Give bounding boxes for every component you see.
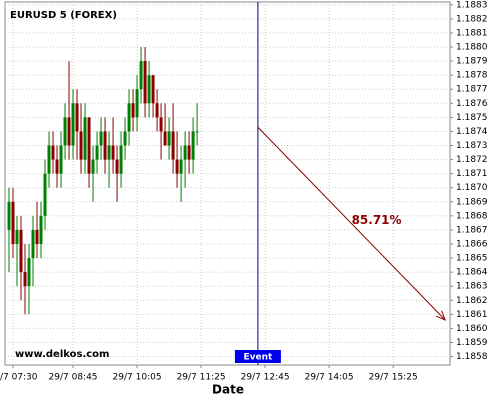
plot-area <box>4 1 451 366</box>
candle-body <box>151 75 155 104</box>
candle-body <box>187 145 191 160</box>
y-tick-label: 1.1870 <box>456 183 488 193</box>
candle-body <box>95 145 99 160</box>
candle-body <box>55 159 59 174</box>
x-tick-label: 29/7 10:05 <box>113 373 162 383</box>
candle-body <box>91 159 95 174</box>
y-tick-label: 1.1859 <box>456 338 488 348</box>
candle-body <box>67 117 71 146</box>
y-tick-label: 1.1862 <box>456 296 488 306</box>
candle-body <box>87 117 91 174</box>
candle-body <box>39 215 43 244</box>
candle-body <box>175 159 179 174</box>
x-tick-label: 29/7 15:25 <box>369 373 418 383</box>
candle-body <box>119 145 123 174</box>
y-tick-label: 1.1882 <box>456 14 488 24</box>
y-tick-label: 1.1866 <box>456 240 488 250</box>
y-tick-label: 1.1872 <box>456 155 488 165</box>
candle-body <box>83 117 87 160</box>
y-tick-label: 1.1881 <box>456 28 488 38</box>
y-tick-label: 1.1865 <box>456 254 488 264</box>
arrow-head <box>435 310 447 321</box>
event-label-box <box>234 350 281 363</box>
candle-body <box>171 131 175 160</box>
candle-body <box>131 103 135 118</box>
x-tick-label: 29/7 12:45 <box>241 373 290 383</box>
y-tick-label: 1.1868 <box>456 211 488 221</box>
x-tick-label: 29/7 14:05 <box>305 373 354 383</box>
candle-body <box>139 61 143 90</box>
y-tick-label: 1.1877 <box>456 85 488 95</box>
y-tick-label: 1.1869 <box>456 197 488 207</box>
candle-body <box>195 131 199 133</box>
candle-body <box>63 117 67 146</box>
y-tick-label: 1.1880 <box>456 43 488 53</box>
x-tick-label: 29/7 11:25 <box>177 373 226 383</box>
candle-body <box>111 145 115 160</box>
projection-arrow <box>257 126 446 321</box>
candle-body <box>19 229 23 273</box>
y-tick-label: 1.1861 <box>456 310 488 320</box>
candle-body <box>75 103 79 132</box>
x-axis-label: Date <box>212 383 244 397</box>
candle-body <box>11 201 15 244</box>
candle-body <box>127 103 131 132</box>
candle-body <box>47 145 51 174</box>
candle-body <box>135 89 139 118</box>
watermark: www.delkos.com <box>15 349 109 360</box>
y-tick-label: 1.1860 <box>456 324 488 334</box>
y-tick-label: 1.1873 <box>456 141 488 151</box>
candle-body <box>147 75 151 104</box>
candle-body <box>159 117 163 132</box>
candle-body <box>191 131 195 160</box>
candle-body <box>59 145 63 174</box>
y-tick-label: 1.1871 <box>456 169 488 179</box>
candle-body <box>27 258 31 287</box>
candle-body <box>167 131 171 146</box>
candle-body <box>51 145 55 160</box>
candle-body <box>23 272 27 287</box>
chart-title: EURUSD 5 (FOREX) <box>10 10 117 21</box>
candle-body <box>35 229 39 244</box>
event-label: Event <box>243 353 273 363</box>
candle-body <box>179 159 183 174</box>
y-tick-label: 1.1863 <box>456 282 488 292</box>
candle-body <box>71 103 75 146</box>
y-tick-label: 1.1876 <box>456 99 488 109</box>
y-tick-label: 1.1875 <box>456 113 488 123</box>
y-tick-label: 1.1864 <box>456 268 488 278</box>
candle-body <box>15 229 19 244</box>
candle-body <box>103 131 107 160</box>
candle-body <box>79 131 83 160</box>
candle-body <box>143 61 147 104</box>
candle-body <box>183 145 187 160</box>
candle-body <box>31 229 35 259</box>
y-tick-label: 1.1879 <box>456 57 488 67</box>
candle-body <box>115 159 119 174</box>
y-tick-label: 1.1867 <box>456 225 488 235</box>
y-tick-label: 1.1883 <box>456 0 488 10</box>
candle-body <box>163 131 167 146</box>
projection-label: 85.71% <box>352 213 402 227</box>
candle-body <box>7 201 11 230</box>
y-tick-label: 1.1878 <box>456 71 488 81</box>
x-tick-label: 29/7 08:45 <box>49 373 98 383</box>
y-tick-label: 1.1874 <box>456 127 488 137</box>
candle-body <box>107 145 111 160</box>
candle-body <box>99 131 103 146</box>
candle-body <box>123 131 127 146</box>
candle-body <box>155 103 159 118</box>
candle-body <box>43 173 47 216</box>
y-tick-label: 1.1858 <box>456 352 488 362</box>
x-tick-label: 29/7 07:30 <box>0 373 38 383</box>
